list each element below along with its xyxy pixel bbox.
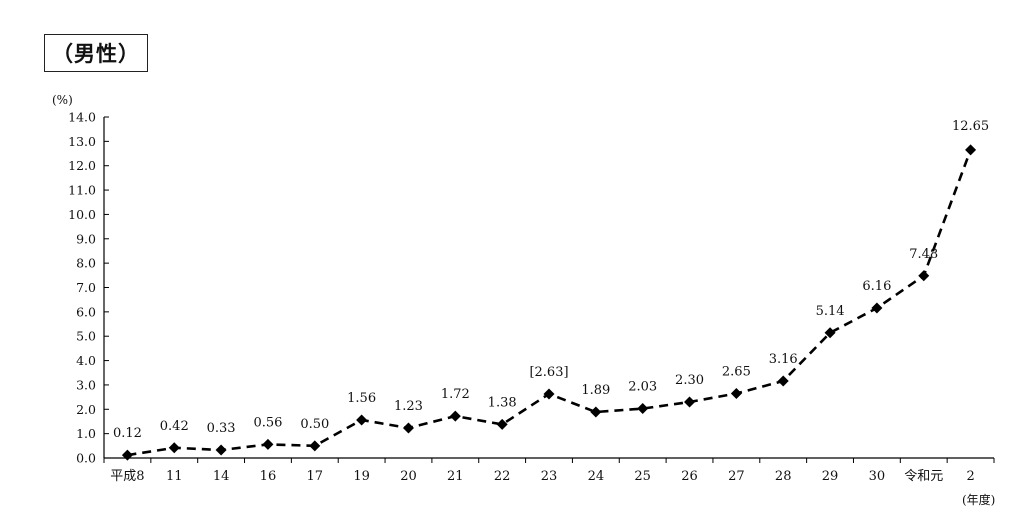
y-tick-label: 14.0 xyxy=(68,110,96,125)
data-point-marker xyxy=(356,414,368,426)
y-tick-label: 3.0 xyxy=(76,377,96,392)
data-label: 0.50 xyxy=(300,417,329,432)
y-tick-label: 1.0 xyxy=(76,426,96,441)
data-label: 1.23 xyxy=(394,399,423,414)
x-axis-unit: (年度) xyxy=(962,492,995,507)
chart-title: （男性） xyxy=(44,34,148,72)
data-label: 7.48 xyxy=(909,247,938,262)
x-tick-label: 26 xyxy=(681,469,698,484)
data-label: 0.12 xyxy=(113,426,142,441)
data-labels: 0.12 0.42 0.33 0.56 0.50 1.56 1.23 1.72 1.38 [2.6… xyxy=(113,119,989,441)
y-tick-label: 9.0 xyxy=(76,231,96,246)
x-tick-label: 平成8 xyxy=(110,469,144,484)
x-tick-label: 30 xyxy=(869,469,886,484)
series xyxy=(121,144,977,461)
x-tick-label: 27 xyxy=(728,469,745,484)
data-label: 2.30 xyxy=(675,373,704,388)
data-point-marker xyxy=(262,438,274,450)
data-point-marker xyxy=(168,442,180,454)
data-label: 1.89 xyxy=(581,383,610,398)
x-tick-label: 2 xyxy=(966,469,974,484)
y-tick-label: 2.0 xyxy=(76,402,96,417)
x-tick-label: 17 xyxy=(307,469,324,484)
data-label: 2.03 xyxy=(628,380,657,395)
x-tick-label: 14 xyxy=(213,469,230,484)
data-label: 12.65 xyxy=(952,119,989,134)
x-tick-label: 28 xyxy=(775,469,792,484)
x-tick-label: 29 xyxy=(822,469,839,484)
data-label: 0.56 xyxy=(253,415,282,430)
data-point-marker xyxy=(637,403,649,415)
data-label: 0.33 xyxy=(207,421,236,436)
data-point-marker xyxy=(449,410,461,422)
data-point-marker xyxy=(965,144,977,156)
x-tick-label: 令和元 xyxy=(904,469,943,484)
x-tick-label: 22 xyxy=(494,469,511,484)
data-label: 1.56 xyxy=(347,391,376,406)
y-tick-label: 12.0 xyxy=(68,158,96,173)
x-tick-label: 25 xyxy=(634,469,651,484)
data-point-marker xyxy=(777,375,789,387)
y-tick-label: 11.0 xyxy=(68,183,96,198)
y-tick-label: 0.0 xyxy=(76,451,96,466)
data-label: 0.42 xyxy=(160,419,189,434)
y-axis-ticks: 0.0 1.0 2.0 3.0 4.0 5.0 6.0 7.0 8.0 9.0 10.0 11.0 12… xyxy=(68,110,109,466)
y-axis-unit: (%) xyxy=(52,93,73,107)
axes xyxy=(103,117,994,459)
y-tick-label: 8.0 xyxy=(76,256,96,271)
data-label: 1.72 xyxy=(441,387,470,402)
data-point-marker xyxy=(871,302,883,314)
series-line xyxy=(127,149,972,457)
x-tick-label: 11 xyxy=(166,469,183,484)
data-point-marker xyxy=(684,396,696,408)
x-tick-label: 23 xyxy=(541,469,558,484)
x-tick-label: 16 xyxy=(260,469,277,484)
data-point-marker xyxy=(730,387,742,399)
data-label: 5.14 xyxy=(816,304,845,319)
data-point-marker xyxy=(215,444,227,456)
data-point-marker xyxy=(121,449,133,461)
data-point-marker xyxy=(590,406,602,418)
y-tick-label: 5.0 xyxy=(76,329,96,344)
x-tick-label: 24 xyxy=(588,469,605,484)
x-tick-label: 19 xyxy=(353,469,370,484)
x-tick-label: 21 xyxy=(447,469,464,484)
data-label: [2.63] xyxy=(529,365,568,380)
data-point-marker xyxy=(402,422,414,434)
data-label: 6.16 xyxy=(862,279,891,294)
data-label: 3.16 xyxy=(769,352,798,367)
y-tick-label: 4.0 xyxy=(76,353,96,368)
y-tick-label: 6.0 xyxy=(76,304,96,319)
data-point-marker xyxy=(824,327,836,339)
data-point-marker xyxy=(543,388,555,400)
data-point-marker xyxy=(496,418,508,430)
data-label: 2.65 xyxy=(722,364,751,379)
x-tick-label: 20 xyxy=(400,469,417,484)
y-tick-label: 7.0 xyxy=(76,280,96,295)
data-point-marker xyxy=(309,440,321,452)
y-tick-label: 13.0 xyxy=(68,134,96,149)
x-axis-ticks: 平成8 11 14 16 17 19 20 21 22 23 24 25 26 27 28 29 30 令和元 2 xyxy=(103,458,995,484)
data-label: 1.38 xyxy=(488,395,517,410)
y-tick-label: 10.0 xyxy=(68,207,96,222)
data-point-marker xyxy=(918,270,930,282)
